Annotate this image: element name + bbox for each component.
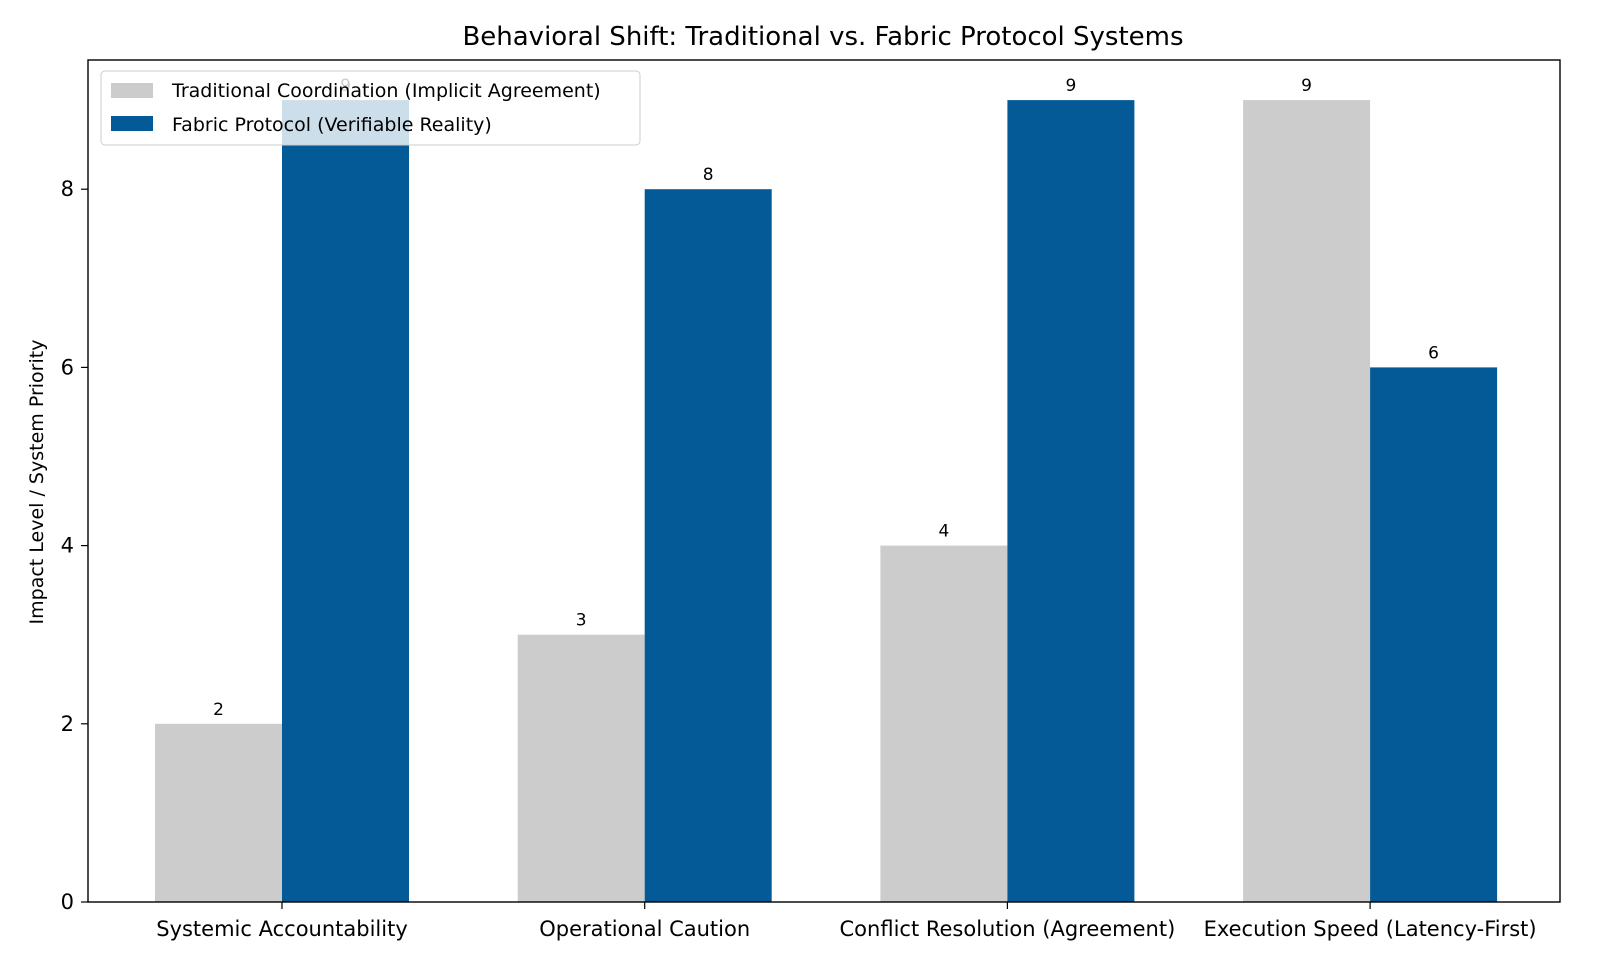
bar-traditional-operational-caution <box>517 634 645 902</box>
legend-label-traditional: Traditional Coordination (Implicit Agree… <box>171 80 601 102</box>
data-label-fabric-operational-caution: 8 <box>703 165 714 185</box>
plot-frame <box>87 59 1561 903</box>
bars-layer <box>155 100 1498 903</box>
data-label-traditional-conflict-resolution-agreement: 4 <box>938 522 949 542</box>
data-label-fabric-conflict-resolution-agreement: 9 <box>1065 76 1076 96</box>
x-tick-label-execution-speed-latency-first: Execution Speed (Latency-First) <box>1204 917 1537 941</box>
bar-fabric-execution-speed-latency-first <box>1370 367 1498 902</box>
bar-traditional-execution-speed-latency-first <box>1243 100 1371 903</box>
bar-fabric-systemic-accountability <box>282 100 409 903</box>
y-tick-label: 6 <box>61 355 74 379</box>
bar-traditional-systemic-accountability <box>155 723 282 902</box>
chart-title: Behavioral Shift: Traditional vs. Fabric… <box>462 22 1183 52</box>
y-tick-label: 2 <box>61 712 74 736</box>
bar-fabric-operational-caution <box>644 189 772 902</box>
y-tick-label: 4 <box>61 534 74 558</box>
y-tick-label: 8 <box>61 177 74 201</box>
data-label-traditional-execution-speed-latency-first: 9 <box>1301 76 1312 96</box>
y-axis-ticks: 0 2 4 6 8 <box>61 177 88 914</box>
x-tick-label-conflict-resolution-agreement: Conflict Resolution (Agreement) <box>840 917 1176 941</box>
legend-label-fabric: Fabric Protocol (Verifiable Reality) <box>172 114 492 136</box>
x-tick-label-operational-caution: Operational Caution <box>539 917 750 941</box>
y-tick-label: 0 <box>61 890 74 914</box>
legend-box <box>100 70 641 146</box>
legend-swatch-fabric <box>111 116 153 131</box>
bar-fabric-conflict-resolution-agreement <box>1007 100 1135 903</box>
data-label-fabric-execution-speed-latency-first: 6 <box>1428 343 1439 363</box>
data-label-traditional-systemic-accountability: 2 <box>213 700 224 720</box>
y-axis-label: Impact Level / System Priority <box>26 340 48 625</box>
legend-swatch-traditional <box>111 83 153 98</box>
x-tick-label-systemic-accountability: Systemic Accountability <box>156 917 408 941</box>
bar-traditional-conflict-resolution-agreement <box>880 545 1008 902</box>
x-axis-ticks: Systemic Accountability Operational Cauti… <box>156 902 1537 941</box>
legend: Traditional Coordination (Implicit Agree… <box>100 70 641 146</box>
data-label-traditional-operational-caution: 3 <box>576 611 587 631</box>
